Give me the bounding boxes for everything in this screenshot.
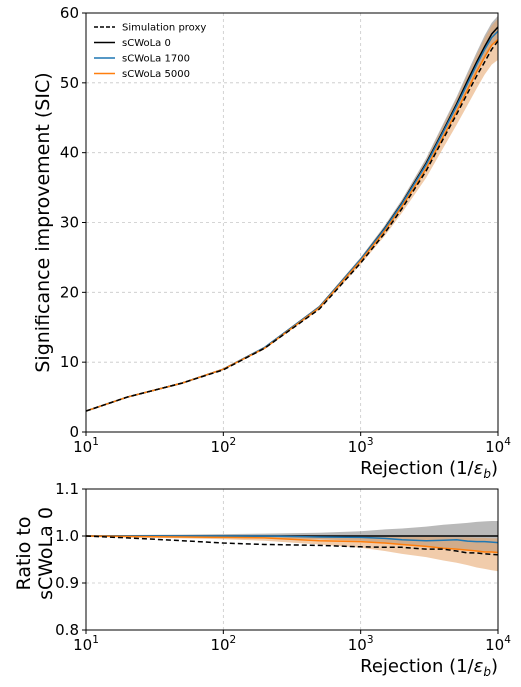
x-tick-label: 103 xyxy=(348,436,374,456)
x-tick-label: 104 xyxy=(485,634,511,654)
x-tick-label: 101 xyxy=(73,436,99,456)
y-tick-label: 1.1 xyxy=(55,480,79,498)
y-tick-label: 1.0 xyxy=(55,527,79,545)
y-tick-label: 0 xyxy=(69,423,79,441)
y-tick-label: 60 xyxy=(60,4,79,22)
series-line-scwola-5000 xyxy=(86,535,498,554)
y-tick-label: 40 xyxy=(60,144,79,162)
legend-label: Simulation proxy xyxy=(122,23,206,34)
series-line-scwola-1700 xyxy=(86,535,498,544)
y-axis-label: Significance improvement (SIC) xyxy=(32,72,54,372)
y-tick-label: 10 xyxy=(60,353,79,371)
axes-frame xyxy=(85,488,499,631)
x-axis-label: Rejection (1/εb) xyxy=(360,458,498,481)
x-tick-label: 104 xyxy=(485,436,511,456)
x-tick-label: 102 xyxy=(210,634,236,654)
y-tick-label: 0.9 xyxy=(55,574,79,592)
series-line-scwola-1700 xyxy=(86,30,498,412)
y-tick-label: 20 xyxy=(60,283,79,301)
plot-area xyxy=(86,520,498,572)
y-axis-label: Ratio tosCWoLa 0 xyxy=(13,507,57,600)
y-tick-label: 0.8 xyxy=(55,621,79,639)
x-tick-label: 102 xyxy=(210,436,236,456)
series-line-scwola-5000 xyxy=(86,38,498,412)
legend-label: sCWoLa 0 xyxy=(122,38,171,49)
y-tick-label: 30 xyxy=(60,214,79,232)
series-line-simulation-proxy xyxy=(86,535,498,556)
series-line-scwola-0 xyxy=(86,26,498,412)
x-tick-label: 103 xyxy=(348,634,374,654)
x-tick-label: 101 xyxy=(73,634,99,654)
series-line-simulation-proxy xyxy=(86,40,498,412)
legend-label: sCWoLa 1700 xyxy=(122,54,190,65)
legend: Simulation proxy sCWoLa 0 sCWoLa 1700 sCWoL… xyxy=(94,23,206,80)
plot-area xyxy=(86,15,498,412)
y-tick-label: 50 xyxy=(60,74,79,92)
legend-label: sCWoLa 5000 xyxy=(122,69,190,80)
x-axis-label: Rejection (1/εb) xyxy=(360,656,498,679)
